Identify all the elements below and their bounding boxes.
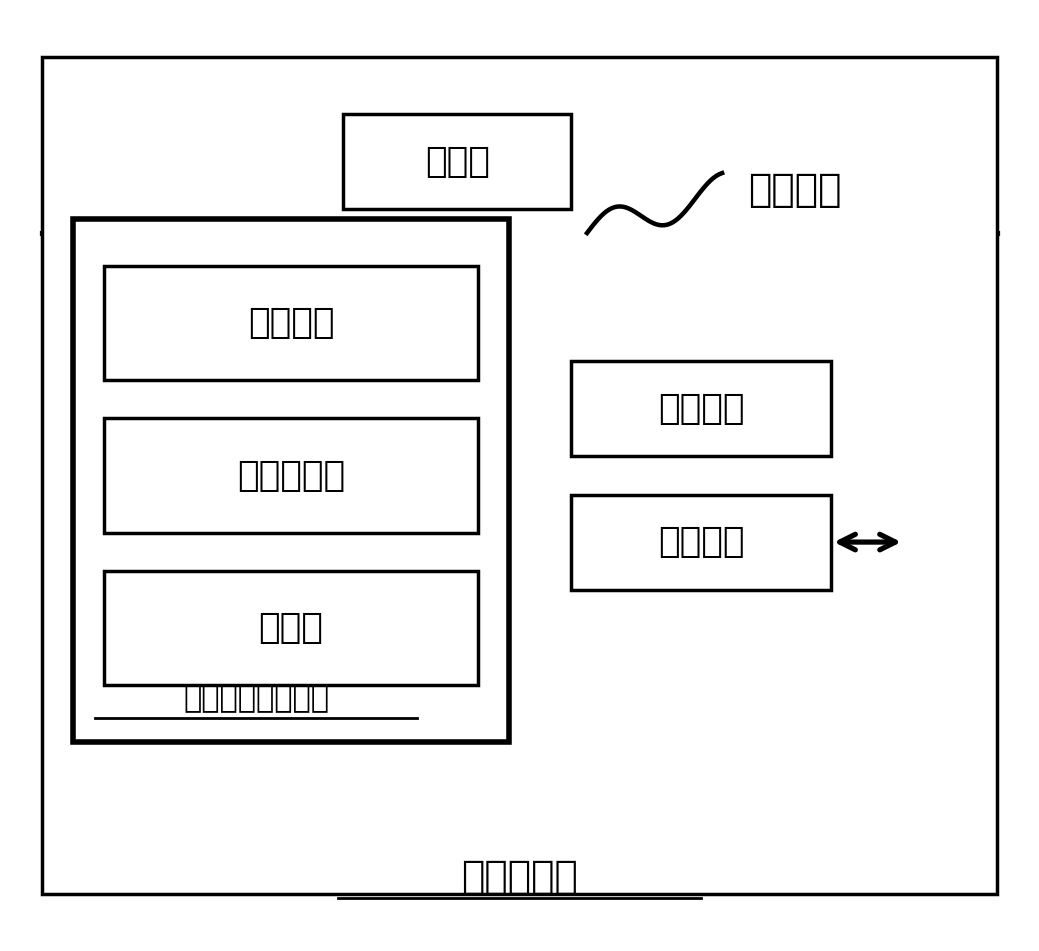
Text: 系统总线: 系统总线 [748,171,842,209]
Bar [104,266,478,380]
Text: 计算机程序: 计算机程序 [237,458,345,493]
Bar [571,361,831,456]
Bar [104,418,478,533]
Bar [42,57,997,894]
Text: 计算机设备: 计算机设备 [461,858,578,896]
Bar [343,114,571,209]
Text: 网络接口: 网络接口 [658,525,745,559]
Text: 处理器: 处理器 [425,145,489,179]
Text: 数据库: 数据库 [259,611,323,645]
Bar [73,219,509,742]
Text: 非易失性存储介质: 非易失性存储介质 [183,685,329,713]
Text: 操作系统: 操作系统 [247,306,335,340]
Bar [571,495,831,590]
Bar [104,571,478,685]
Text: 内存储器: 内存储器 [658,392,745,426]
